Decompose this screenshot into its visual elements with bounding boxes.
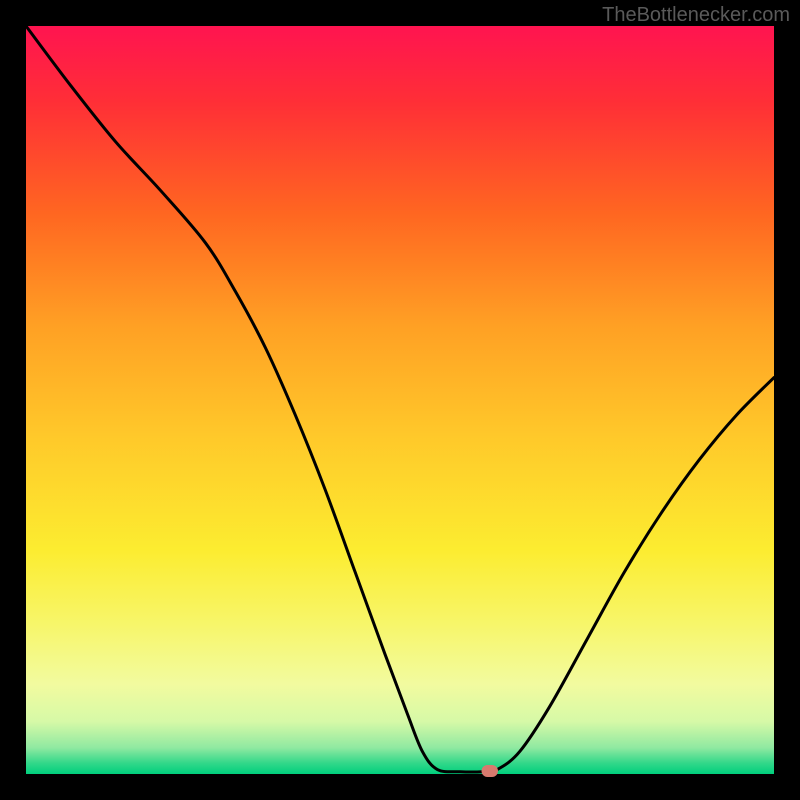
chart-background — [26, 26, 774, 774]
optimum-marker — [482, 765, 498, 777]
watermark-text: TheBottlenecker.com — [602, 4, 790, 27]
bottleneck-chart-svg — [0, 0, 800, 800]
chart-frame — [0, 0, 800, 800]
